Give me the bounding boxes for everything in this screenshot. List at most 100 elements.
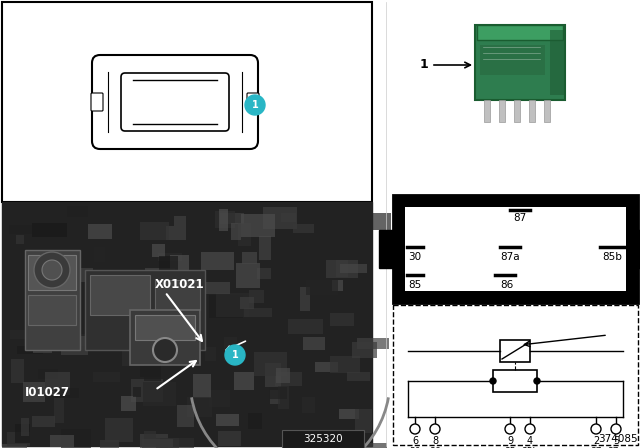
Bar bbox=[111, 305, 126, 323]
Bar bbox=[275, 372, 301, 386]
Bar bbox=[130, 310, 200, 365]
Bar bbox=[85, 270, 205, 350]
Bar bbox=[231, 223, 241, 240]
Bar bbox=[480, 45, 545, 75]
Bar bbox=[93, 283, 113, 295]
Bar bbox=[270, 390, 280, 404]
Bar bbox=[500, 340, 530, 362]
Bar bbox=[259, 236, 271, 260]
Bar bbox=[156, 438, 179, 448]
Text: 8: 8 bbox=[432, 436, 438, 446]
FancyBboxPatch shape bbox=[91, 93, 103, 111]
Bar bbox=[2, 2, 372, 202]
Bar bbox=[303, 337, 325, 349]
Text: 30: 30 bbox=[409, 447, 420, 448]
Text: X01021: X01021 bbox=[155, 279, 205, 292]
Text: 85: 85 bbox=[408, 280, 422, 290]
Bar bbox=[135, 315, 195, 340]
Bar bbox=[145, 268, 175, 282]
Bar bbox=[514, 100, 520, 122]
Bar bbox=[142, 439, 173, 448]
Bar bbox=[301, 446, 336, 448]
Bar bbox=[147, 274, 156, 285]
FancyBboxPatch shape bbox=[247, 93, 259, 111]
Circle shape bbox=[34, 252, 70, 288]
Bar bbox=[305, 434, 332, 448]
Bar bbox=[244, 308, 271, 317]
Bar bbox=[133, 387, 141, 397]
Text: 325320: 325320 bbox=[303, 434, 343, 444]
Bar bbox=[90, 275, 150, 315]
Circle shape bbox=[42, 260, 62, 280]
Bar bbox=[72, 267, 93, 282]
Bar bbox=[326, 260, 358, 278]
Bar bbox=[314, 362, 338, 372]
Bar bbox=[54, 398, 64, 422]
Circle shape bbox=[430, 424, 440, 434]
Bar bbox=[390, 2, 638, 190]
Bar bbox=[477, 25, 563, 40]
Bar bbox=[379, 230, 393, 268]
Text: 85b: 85b bbox=[522, 447, 539, 448]
Bar bbox=[360, 443, 387, 448]
Bar bbox=[332, 280, 343, 292]
Bar bbox=[132, 276, 144, 293]
Text: 2: 2 bbox=[593, 436, 599, 446]
Bar bbox=[209, 295, 243, 318]
Bar bbox=[278, 386, 289, 409]
Bar bbox=[15, 235, 24, 244]
Bar bbox=[186, 397, 212, 417]
Bar bbox=[299, 444, 318, 448]
Bar bbox=[216, 293, 249, 317]
Bar bbox=[201, 251, 234, 270]
Text: 87: 87 bbox=[590, 447, 602, 448]
Bar bbox=[155, 280, 200, 310]
Bar bbox=[10, 330, 29, 339]
Bar bbox=[93, 372, 120, 383]
Bar bbox=[346, 372, 370, 382]
Bar bbox=[159, 438, 193, 448]
Bar bbox=[88, 224, 113, 239]
Circle shape bbox=[153, 338, 177, 362]
Text: 85b: 85b bbox=[602, 252, 622, 262]
Bar bbox=[25, 250, 80, 350]
Text: 374085: 374085 bbox=[598, 434, 638, 444]
Bar bbox=[45, 372, 70, 395]
Bar bbox=[144, 431, 156, 444]
Bar bbox=[330, 356, 360, 373]
Bar bbox=[393, 305, 638, 445]
Bar bbox=[405, 207, 626, 291]
Bar bbox=[43, 309, 56, 332]
Circle shape bbox=[410, 424, 420, 434]
Text: 30: 30 bbox=[408, 252, 422, 262]
Bar bbox=[131, 379, 163, 402]
Bar bbox=[36, 278, 71, 289]
Bar bbox=[288, 319, 323, 334]
Bar bbox=[28, 255, 76, 290]
Text: 6: 6 bbox=[412, 436, 418, 446]
Bar bbox=[355, 409, 372, 433]
Text: 86: 86 bbox=[429, 447, 441, 448]
Bar bbox=[265, 363, 280, 388]
Bar bbox=[154, 349, 168, 359]
Bar bbox=[218, 431, 241, 446]
Bar bbox=[20, 418, 29, 436]
Bar bbox=[171, 335, 204, 350]
Bar bbox=[116, 281, 144, 300]
Bar bbox=[330, 313, 355, 326]
Bar bbox=[395, 307, 636, 443]
Bar bbox=[215, 211, 236, 228]
Bar bbox=[220, 213, 244, 224]
Bar bbox=[105, 418, 133, 442]
Bar bbox=[236, 263, 260, 288]
Bar bbox=[224, 337, 237, 361]
Bar bbox=[262, 207, 297, 229]
Bar bbox=[248, 413, 262, 429]
Bar bbox=[357, 338, 389, 349]
Bar bbox=[166, 226, 186, 240]
Text: 1: 1 bbox=[252, 100, 259, 110]
Bar bbox=[38, 369, 58, 379]
Bar bbox=[234, 372, 254, 390]
Bar bbox=[209, 390, 230, 407]
Bar bbox=[2, 202, 372, 446]
